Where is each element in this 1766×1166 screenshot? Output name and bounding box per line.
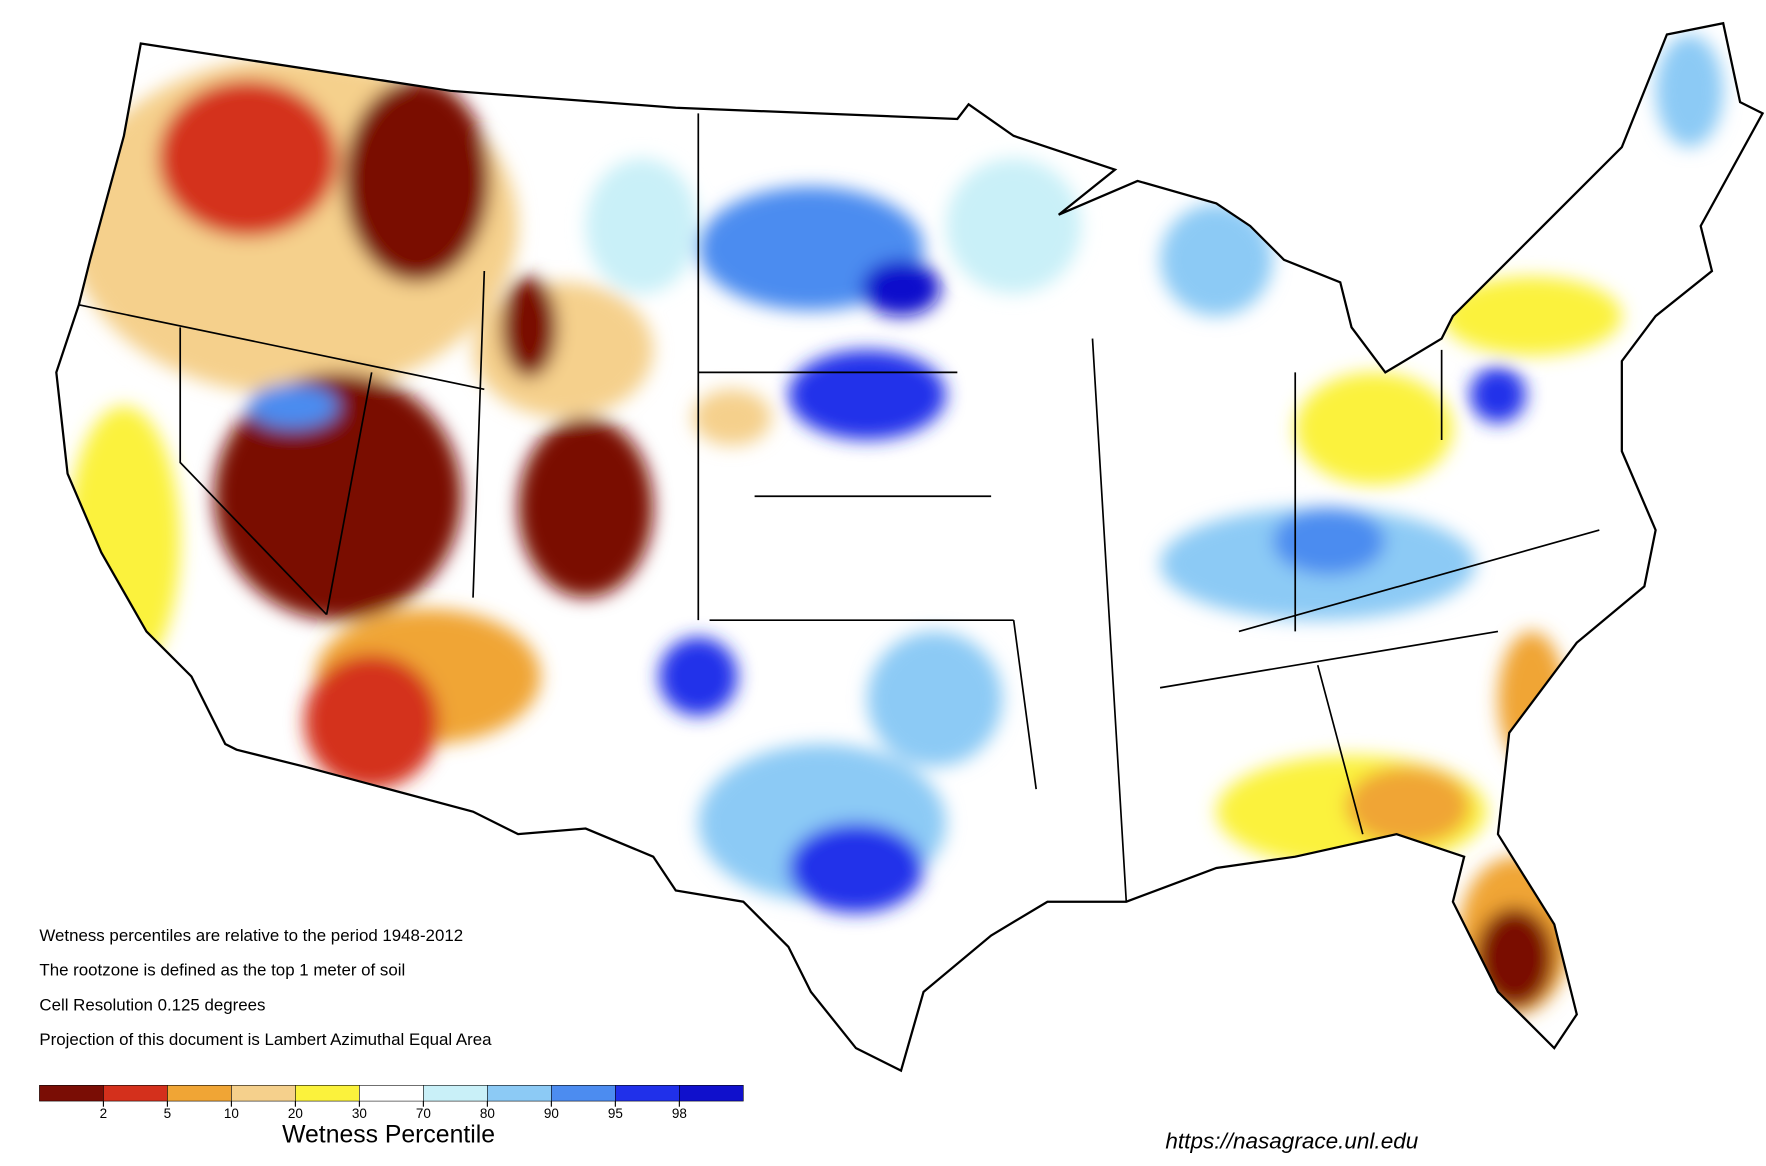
note: Wetness percentiles are relative to the … [39, 926, 463, 945]
legend-title: Wetness Percentile [282, 1122, 495, 1149]
legend-swatch [487, 1085, 552, 1102]
legend-tick-label: 70 [416, 1106, 431, 1121]
wetness-field [67, 34, 1724, 1015]
legend-tick-label: 90 [544, 1106, 559, 1121]
wetness-area [157, 79, 338, 238]
state-borders [78, 113, 1600, 902]
wetness-area [518, 417, 654, 598]
wetness-area [658, 637, 738, 716]
source-url: https://nasagrace.unl.edu [1165, 1129, 1418, 1154]
wetness-area [867, 631, 1003, 767]
wetness-area [1469, 366, 1527, 424]
notes: Wetness percentiles are relative to the … [39, 926, 492, 1049]
wetness-area [788, 822, 924, 913]
legend-swatch [359, 1085, 424, 1102]
legend-tick-label: 5 [164, 1106, 172, 1121]
legend-swatch [423, 1085, 488, 1102]
wetness-area [343, 79, 490, 283]
wetness-area [501, 276, 558, 379]
wetness-area [1441, 276, 1622, 356]
legend-swatch [679, 1085, 744, 1102]
legend-tick-label: 30 [352, 1106, 367, 1121]
wetness-area [67, 406, 181, 677]
legend-swatch [103, 1085, 168, 1102]
wetness-area [213, 372, 462, 621]
legend-tick-label: 80 [480, 1106, 495, 1121]
wetness-area [788, 349, 947, 440]
wetness-area [1160, 203, 1273, 317]
wetness-area [1475, 907, 1555, 1009]
wetness-area [304, 653, 440, 790]
note: Projection of this document is Lambert A… [39, 1030, 492, 1049]
legend: Wetness Percentile 2 5 10 20 30 70 80 90 95 98 [39, 1085, 744, 1149]
wetness-area [1655, 34, 1724, 148]
wetness-area [473, 282, 654, 418]
legend-tick-label: 95 [608, 1106, 623, 1121]
legend-swatch [295, 1085, 360, 1102]
legend-swatch [167, 1085, 232, 1102]
legend-swatch [551, 1085, 616, 1102]
wetness-area [946, 158, 1082, 294]
legend-tick-label: 2 [100, 1106, 108, 1121]
wetness-map [67, 34, 1724, 1015]
wetness-area [247, 383, 338, 429]
legend-swatch [39, 1085, 104, 1102]
wetness-area [1272, 507, 1386, 576]
wetness-area [1345, 766, 1470, 846]
legend-tick-label: 10 [224, 1106, 239, 1121]
legend-tick-label: 98 [672, 1106, 687, 1121]
legend-swatch [615, 1085, 680, 1102]
note: The rootzone is defined as the top 1 met… [39, 961, 405, 980]
wetness-area [585, 158, 699, 294]
wetness-area [1295, 372, 1453, 486]
note: Cell Resolution 0.125 degrees [39, 995, 265, 1014]
wetness-area [861, 259, 941, 317]
wetness-area [692, 389, 772, 446]
legend-swatch [231, 1085, 296, 1102]
legend-tick-label: 20 [288, 1106, 303, 1121]
